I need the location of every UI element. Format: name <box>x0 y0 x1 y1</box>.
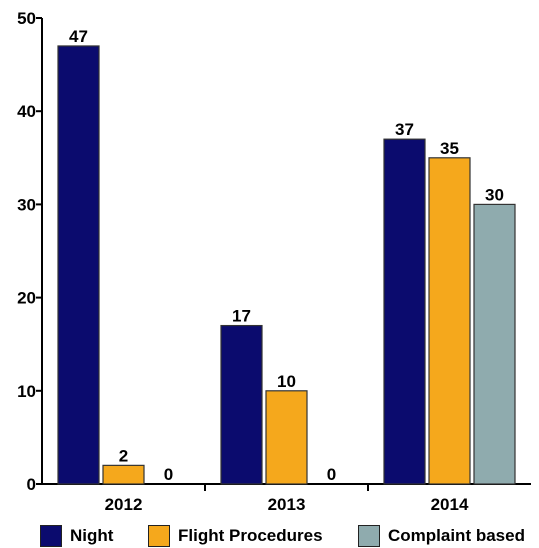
y-tick-label: 20 <box>17 289 36 308</box>
data-label: 37 <box>395 120 414 139</box>
data-label: 35 <box>440 139 459 158</box>
legend-label-flight-procedures: Flight Procedures <box>178 526 323 545</box>
legend-label-complaint-based: Complaint based <box>388 526 525 545</box>
y-tick-label: 40 <box>17 102 36 121</box>
y-tick-label: 50 <box>17 9 36 28</box>
legend-item-flight-procedures: Flight Procedures <box>148 525 323 547</box>
bar <box>57 45 100 485</box>
data-label: 0 <box>327 465 336 484</box>
x-tick-label: 2013 <box>268 495 306 514</box>
legend-item-complaint-based: Complaint based <box>358 525 525 547</box>
x-tick-label: 2014 <box>431 495 469 514</box>
bar <box>265 390 308 485</box>
bar <box>220 324 263 485</box>
bar <box>473 203 516 485</box>
legend-swatch-night <box>40 525 62 547</box>
data-label: 10 <box>277 372 296 391</box>
bar <box>102 464 145 485</box>
legend-swatch-complaint-based <box>358 525 380 547</box>
y-tick-label: 30 <box>17 195 36 214</box>
bar <box>428 157 471 485</box>
y-tick-label: 0 <box>27 475 36 494</box>
data-label: 47 <box>69 27 88 46</box>
data-label: 0 <box>164 465 173 484</box>
data-label: 17 <box>232 307 251 326</box>
legend-swatch-flight-procedures <box>148 525 170 547</box>
y-tick-label: 10 <box>17 382 36 401</box>
data-label: 2 <box>119 446 128 465</box>
legend: Night Flight Procedures Complaint based <box>0 521 539 548</box>
x-tick-label: 2012 <box>105 495 143 514</box>
legend-item-night: Night <box>40 525 113 547</box>
legend-label-night: Night <box>70 526 114 545</box>
bar <box>383 138 426 485</box>
data-label: 30 <box>485 185 504 204</box>
